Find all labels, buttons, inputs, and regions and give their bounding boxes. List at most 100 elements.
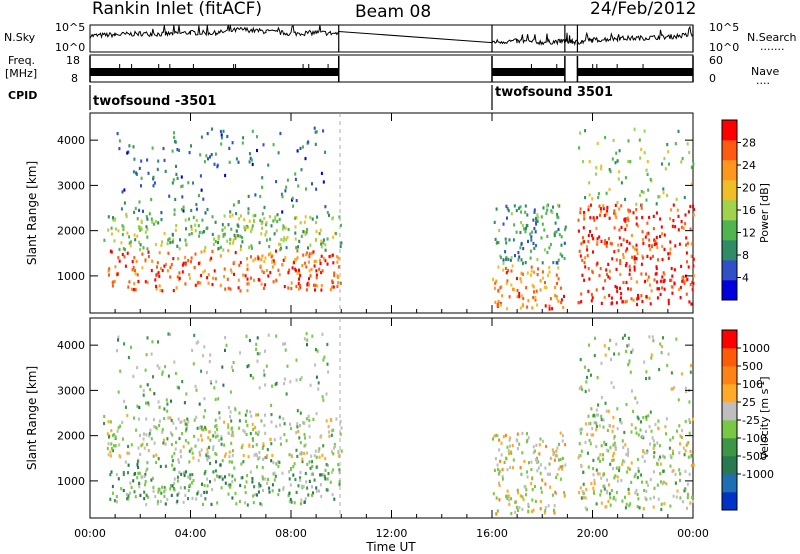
power-cell-1166 (648, 244, 651, 248)
power-cell-1222 (666, 193, 669, 197)
velocity-cell-661 (323, 355, 326, 359)
velocity-cell-1083 (593, 421, 596, 425)
velocity-cell-1016 (607, 499, 610, 504)
power-cell-1085 (655, 266, 658, 271)
velocity-cell-461 (303, 451, 306, 455)
power-cell-12 (158, 274, 161, 278)
power-cell-677 (521, 272, 524, 276)
power-cell-1248 (661, 162, 663, 166)
velocity-cell-212 (145, 493, 148, 497)
velocity-cell-1128 (642, 416, 645, 420)
velocity-cell-790 (527, 504, 530, 508)
power-cell-567 (224, 173, 227, 178)
velocity-cell-749 (258, 386, 261, 390)
power-cell-219 (321, 269, 324, 273)
power-cell-953 (652, 214, 655, 218)
velocity-cell-1311 (667, 352, 670, 356)
velocity-cell-346 (304, 443, 307, 447)
velocity-cell-727 (124, 405, 127, 409)
velocity-cell-722 (295, 358, 298, 362)
power-cell-678 (542, 276, 544, 280)
velocity-cell-1302 (578, 386, 581, 390)
power-cell-880 (533, 210, 536, 214)
velocity-cell-429 (230, 441, 233, 445)
velocity-cell-1149 (614, 474, 617, 478)
power-cell-1111 (646, 254, 649, 258)
velocity-cell-279 (266, 481, 268, 485)
velocity-cell-976 (621, 439, 624, 443)
velocity-cell-1157 (592, 486, 595, 490)
velocity-cell-297 (159, 499, 162, 503)
velocity-cell-123 (267, 477, 269, 481)
power-cell-1190 (687, 210, 690, 214)
power-cell-1240 (649, 178, 652, 182)
velocity-cell-662 (183, 401, 186, 405)
velocity-cell-1212 (590, 481, 593, 486)
power-cell-639 (200, 188, 203, 192)
velocity-cell-378 (148, 434, 151, 438)
velocity-cell-300 (257, 457, 260, 461)
power-cell-42 (121, 252, 124, 257)
velocity-cell-715 (282, 342, 285, 346)
velocity-cell-678 (285, 392, 288, 396)
power-cell-296 (175, 224, 178, 228)
power-cell-293 (251, 227, 253, 231)
velocity-cell-735 (209, 380, 212, 384)
power-cell-664 (263, 205, 266, 209)
power-cell-1172 (671, 285, 674, 289)
power-cell-419 (340, 223, 342, 227)
velocity-cell-283 (300, 498, 303, 502)
power-cell-1216 (633, 127, 636, 131)
power-cell-646 (188, 151, 191, 155)
velocity-cell-288 (204, 470, 207, 474)
velocity-cell-306 (249, 432, 252, 436)
power-cell-330 (294, 225, 297, 229)
power-cell-208 (196, 281, 199, 285)
power-cell-171 (176, 275, 179, 279)
velocity-cell-224 (293, 462, 296, 466)
velocity-cell-390 (242, 429, 245, 433)
power-cell-1107 (615, 301, 618, 305)
velocity-cell-1222 (602, 457, 605, 461)
velocity-cell-1214 (638, 506, 641, 510)
power-cell-237 (227, 286, 230, 290)
velocity-cell-854 (501, 474, 504, 479)
power-cell-1258 (639, 156, 642, 160)
power-cell-474 (316, 215, 319, 219)
nave-tick-top: 60 (709, 54, 723, 67)
velocity-cell-284 (210, 502, 213, 506)
power-cell-434 (173, 212, 176, 216)
power-cell-346 (204, 245, 207, 249)
velocity-cell-1010 (585, 487, 588, 492)
power-cell-616 (200, 135, 203, 139)
velocity-cell-514 (280, 442, 282, 446)
nsky-label: N.Sky (4, 31, 36, 44)
power-cell-873 (506, 216, 508, 220)
velocity-cell-550 (244, 413, 247, 417)
power-cell-253 (320, 288, 323, 292)
velocity-cell-303 (149, 428, 152, 432)
velocity-cell-259 (176, 475, 179, 479)
velocity-cell-887 (496, 509, 499, 513)
power-cell-35 (233, 272, 235, 276)
velocity-cell-371 (334, 444, 337, 448)
velocity-cell-115 (183, 471, 186, 475)
velocity-cell-783 (496, 434, 499, 438)
velocity-cell-558 (185, 427, 188, 431)
velocity-cell-670 (306, 338, 309, 342)
power-cell-1060 (600, 301, 603, 305)
velocity-cell-983 (592, 489, 595, 493)
power-cell-440 (265, 223, 267, 227)
velocity-cell-9 (299, 476, 301, 480)
power-cell-697 (492, 277, 494, 281)
velocity-cell-732 (167, 374, 170, 378)
power-cell-1039 (633, 255, 636, 259)
velocity-cell-88 (329, 480, 332, 484)
power-cell-243 (156, 261, 159, 265)
power-cell-586 (307, 140, 310, 144)
velocity-cell-623 (258, 352, 261, 356)
power-cell-764 (557, 266, 560, 270)
velocity-cell-907 (506, 496, 509, 500)
velocity-cell-792 (524, 485, 527, 489)
power-cell-980 (618, 228, 621, 232)
